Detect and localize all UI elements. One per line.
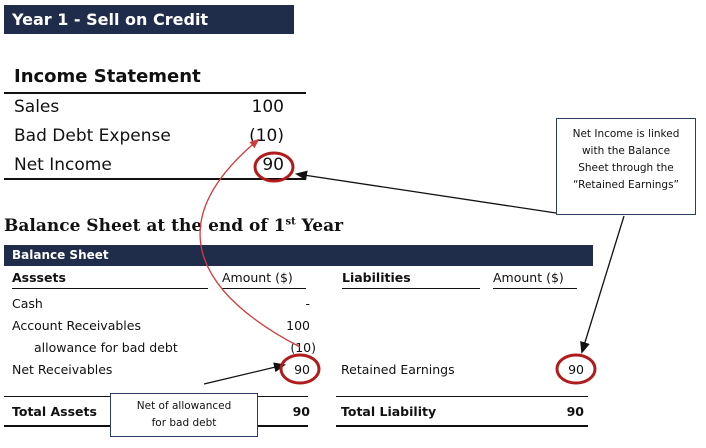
balance-sheet-heading-tail: Year xyxy=(295,216,344,236)
net-income-label: Net Income xyxy=(14,155,112,175)
retained-earnings-label: Retained Earnings xyxy=(341,362,455,377)
callout-line: Net of allowanced xyxy=(136,400,232,412)
net-receivables-circle xyxy=(279,353,321,385)
total-liability-bottom-rule xyxy=(336,425,588,427)
total-assets-label: Total Assets xyxy=(12,404,97,419)
total-liability-value: 90 xyxy=(566,404,584,419)
balance-sheet-heading-main: Balance Sheet at the end of 1 xyxy=(4,216,286,236)
sales-label: Sales xyxy=(14,97,60,117)
liabilities-header-rule xyxy=(342,288,480,289)
balance-sheet-heading: Balance Sheet at the end of 1st Year xyxy=(4,216,343,236)
total-assets-value: 90 xyxy=(292,404,310,419)
callout-line: Sheet through the xyxy=(578,162,674,174)
income-statement-top-rule xyxy=(4,92,306,94)
assets-amount-header: Amount ($) xyxy=(222,270,293,285)
net-receivables-value: 90 xyxy=(294,362,310,377)
retained-earnings-link-arrow xyxy=(580,215,625,354)
balance-sheet-bar: Balance Sheet xyxy=(4,245,593,266)
allowance-label: allowance for bad debt xyxy=(34,340,178,355)
callout-line: with the Balance xyxy=(581,145,671,157)
bad-debt-expense-label: Bad Debt Expense xyxy=(14,126,171,146)
retained-earnings-value: 90 xyxy=(568,362,584,377)
net-income-value: 90 xyxy=(262,155,284,175)
net-of-allowance-callout: Net of allowanced for bad debt xyxy=(110,393,258,437)
net-income-circle xyxy=(253,151,295,183)
total-liability-top-rule xyxy=(336,396,588,397)
callout-line: Net Income is linked xyxy=(572,128,680,140)
total-liability-label: Total Liability xyxy=(341,404,437,419)
assets-amount-header-rule xyxy=(222,288,306,289)
cash-value: - xyxy=(305,296,310,311)
liabilities-amount-header: Amount ($) xyxy=(493,270,564,285)
cash-label: Cash xyxy=(12,296,43,311)
net-income-link-callout: Net Income is linked with the Balance Sh… xyxy=(556,118,696,215)
net-of-allowance-arrow xyxy=(203,362,286,385)
balance-sheet-heading-sup: st xyxy=(285,216,296,228)
retained-earnings-circle xyxy=(555,353,597,385)
allowance-value: (10) xyxy=(290,340,316,355)
assets-header-rule xyxy=(12,288,208,289)
account-receivables-value: 100 xyxy=(286,318,310,333)
income-statement-heading: Income Statement xyxy=(14,66,201,87)
callout-line: “Retained Earnings” xyxy=(573,179,679,191)
liabilities-header: Liabilities xyxy=(342,270,411,285)
assets-header: Asssets xyxy=(12,270,66,285)
liabilities-amount-header-rule xyxy=(493,288,577,289)
net-receivables-label: Net Receivables xyxy=(12,362,113,377)
net-income-link-arrow xyxy=(295,170,557,214)
red-link-arrow xyxy=(199,138,301,348)
sales-value: 100 xyxy=(251,97,284,117)
income-statement-bottom-rule xyxy=(4,178,306,180)
page-title: Year 1 - Sell on Credit xyxy=(4,5,294,34)
account-receivables-label: Account Receivables xyxy=(12,318,141,333)
callout-line: for bad debt xyxy=(151,417,217,429)
